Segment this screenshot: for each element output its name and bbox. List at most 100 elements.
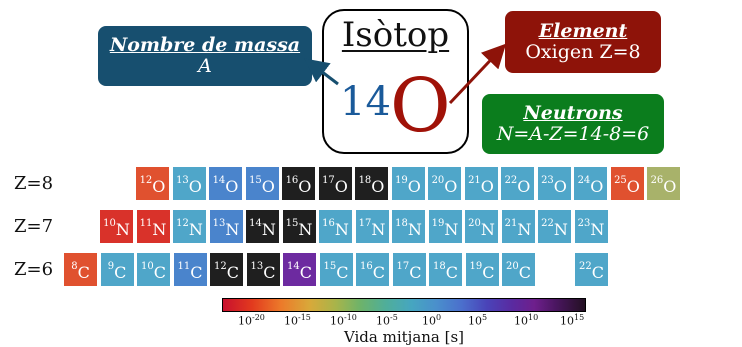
row-label: Z=8: [14, 173, 54, 194]
isotope-cell: 16 O: [281, 166, 316, 201]
isotope-cell: 15 O: [244, 166, 280, 201]
isotope-cell: 11 N: [135, 209, 171, 244]
isotope-cell: 18 N: [391, 209, 426, 244]
isotope-cell: 14 N: [245, 209, 280, 244]
colorbar-tick-label: 1015: [560, 313, 585, 328]
isotope-cell: 13 C: [245, 252, 281, 287]
isotope-mass-number: 13: [176, 175, 189, 186]
isotope-cell: 10 C: [136, 252, 171, 287]
isotope-cell: 14 O: [208, 166, 243, 201]
isotope-symbol: O: [553, 177, 567, 196]
isotope-cell: 26 O: [646, 166, 681, 201]
isotope-mass-number: 15: [323, 261, 337, 272]
isotope-symbol: N: [553, 220, 568, 239]
isotope-mass-number: 15: [285, 218, 299, 229]
isotope-cell: 18 C: [428, 252, 463, 287]
isotope-symbol: N: [261, 220, 276, 239]
isotope-element-symbol: O: [390, 63, 451, 149]
element-arrow: [448, 43, 507, 105]
mass-arrow: [304, 58, 339, 86]
isotope-cell: 17 C: [391, 252, 427, 287]
isotope-mass-number: 21: [504, 218, 518, 229]
isotope-cell: 18 O: [354, 166, 389, 201]
isotope-symbol: N: [115, 220, 130, 239]
isotope-symbol: O: [371, 177, 385, 196]
isotope-symbol: O: [626, 177, 640, 196]
isotope-cell: 21 O: [463, 166, 499, 201]
isotope-cell: 12 N: [172, 209, 207, 244]
colorbar-tick-label: 10-20: [238, 313, 265, 328]
colorbar-tick-label: 105: [468, 313, 488, 328]
isotope-mass-number: 15: [249, 175, 262, 186]
colorbar-tick-label: 1010: [514, 313, 539, 328]
isotope-symbol: N: [407, 220, 422, 239]
isotope-cell: 19 O: [390, 166, 426, 201]
isotope-cell: 15 C: [318, 252, 354, 287]
isotope-symbol: C: [153, 263, 166, 282]
isotope-symbol: N: [517, 220, 532, 239]
isotope-cell: 24 O: [573, 166, 608, 201]
neutrons-formula: N=A-Z=14-8=6: [496, 123, 650, 145]
isotope-symbol: N: [371, 220, 386, 239]
isotope-mass-number: 20: [431, 175, 445, 186]
isotope-mass-number: 26: [650, 175, 664, 186]
isotope-cell: 21 N: [500, 209, 536, 244]
isotope-cell: 13 O: [171, 166, 207, 201]
row-label: Z=7: [14, 216, 54, 237]
isotope-cell: 17 O: [317, 166, 353, 201]
isotope-mass-number: 16: [360, 261, 373, 272]
isotope-symbol: N: [480, 220, 495, 239]
isotope-cell: 16 C: [355, 252, 390, 287]
isotope-cell: 23 N: [573, 209, 609, 244]
isotope-symbol: N: [225, 220, 240, 239]
isotope-mass-number: 20: [506, 261, 519, 272]
colorbar-tick-label: 10-15: [284, 313, 311, 328]
isotope-symbol: C: [190, 263, 203, 282]
isotope-symbol: N: [188, 220, 203, 239]
isotope-cell: 19 C: [464, 252, 500, 287]
isotope-symbol: C: [336, 263, 349, 282]
colorbar-tick-label: 100: [422, 313, 442, 328]
isotope-symbol: O: [444, 177, 458, 196]
isotope-mass-number: 21: [468, 175, 481, 186]
isotope-symbol: O: [261, 177, 275, 196]
isotope-symbol: O: [298, 177, 312, 196]
isotope-cell: 10 N: [99, 209, 134, 244]
colorbar-tick-label: 10-10: [330, 313, 357, 328]
isotope-mass-number: 12: [176, 218, 189, 229]
isotope-cell: 12 O: [135, 166, 170, 201]
isotope-mass-number: 14: [249, 218, 262, 229]
isotope-symbol: O: [663, 177, 677, 196]
isotope-mass-number: 17: [396, 261, 410, 272]
isotope-mass-number: 13: [212, 218, 226, 229]
isotope-mass-number: 16: [322, 218, 335, 229]
isotope-mass-number: 12: [139, 175, 153, 186]
isotope-cell: 20 N: [464, 209, 499, 244]
isotope-cell: 16 N: [318, 209, 353, 244]
element-box: Element Oxigen Z=8: [505, 11, 661, 73]
mass-number-title: Nombre de massa: [109, 34, 301, 57]
isotope-cell: 25 O: [609, 166, 645, 201]
isotope-symbol: N: [334, 220, 349, 239]
isotope-box: Isòtop 14 O: [322, 9, 469, 154]
isotope-cell: 15 N: [281, 209, 317, 244]
isotope-symbol: O: [590, 177, 604, 196]
isotope-mass-number: 19: [469, 261, 483, 272]
isotope-cell: 19 N: [427, 209, 463, 244]
isotope-mass-number: 11: [139, 218, 153, 229]
isotope-symbol: C: [299, 263, 312, 282]
isotope-symbol: O: [334, 177, 348, 196]
isotope-mass-number: 19: [395, 175, 408, 186]
colorbar-label: Vida mitjana [s]: [343, 328, 465, 346]
isotope-symbol: C: [226, 263, 239, 282]
isotope-mass-number: 23: [541, 175, 554, 186]
isotope-mass-number: 14: [340, 79, 391, 125]
isotope-mass-number: 22: [504, 175, 518, 186]
isotope-symbol: O: [188, 177, 202, 196]
isotope-symbol: C: [114, 263, 127, 282]
isotope-mass-number: 18: [395, 218, 408, 229]
isotope-cell: 22 C: [574, 252, 609, 287]
